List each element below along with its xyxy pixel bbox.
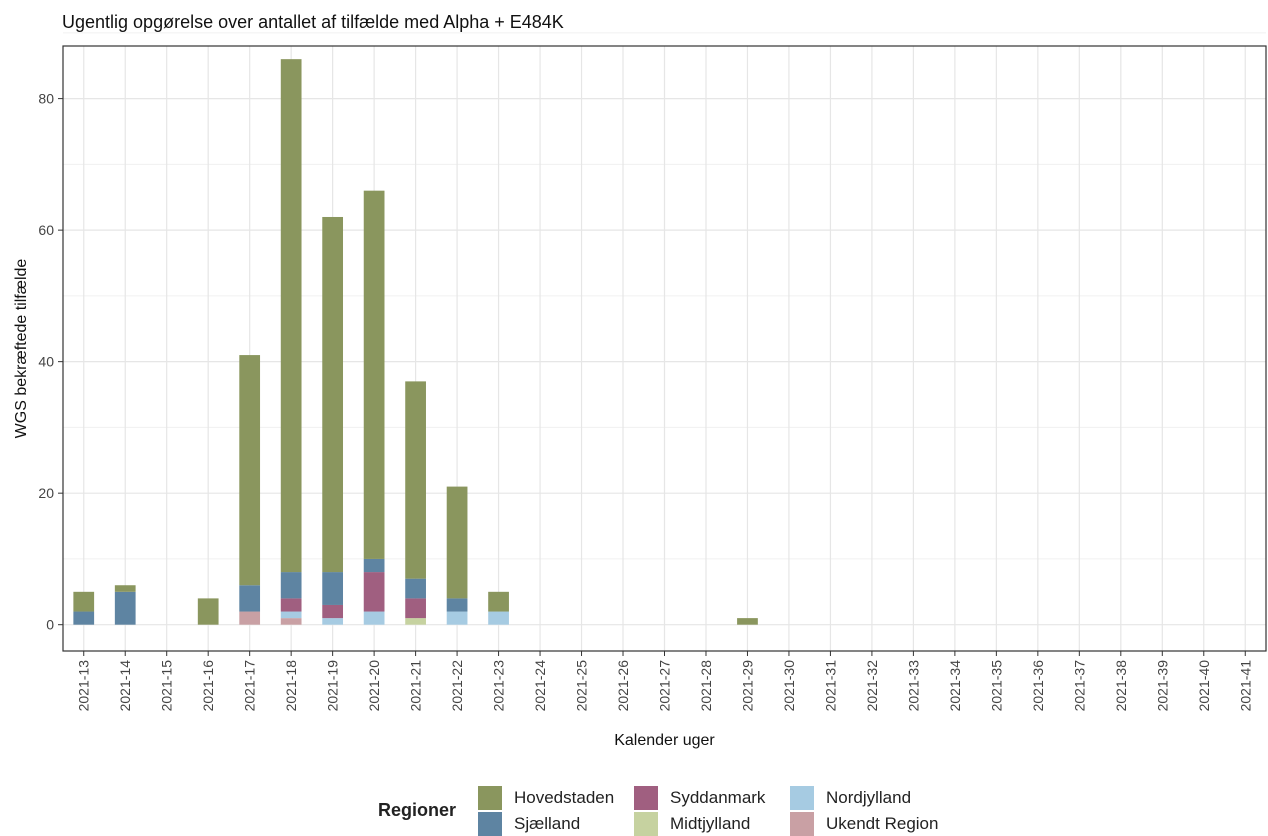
major-gridlines xyxy=(63,46,1266,651)
legend-label: Sjælland xyxy=(514,814,581,833)
x-tick-label: 2021-26 xyxy=(615,660,631,712)
x-tick-label: 2021-24 xyxy=(532,660,548,712)
x-tick-label: 2021-37 xyxy=(1071,660,1087,712)
x-axis: 2021-13 2021-14 2021-15 2021-16 2021-17 2021-… xyxy=(76,651,1253,712)
y-tick-label: 60 xyxy=(38,222,54,238)
legend-label: Syddanmark xyxy=(670,788,766,807)
y-axis-label: WGS bekræftede tilfælde xyxy=(13,259,30,439)
legend-label: Hovedstaden xyxy=(514,788,615,807)
legend-key-midtjylland xyxy=(634,812,658,836)
legend-label: Ukendt Region xyxy=(826,814,939,833)
bar-nordjylland xyxy=(446,611,468,625)
bar-sjaelland xyxy=(114,591,136,625)
bar-syddanmark xyxy=(363,572,385,612)
bar-midtjylland xyxy=(405,618,426,625)
y-tick-label: 40 xyxy=(38,354,54,370)
bar-sjaelland xyxy=(239,585,261,612)
legend-key-syddanmark xyxy=(634,786,658,810)
bar-hovedstaden xyxy=(488,591,509,612)
x-tick-label: 2021-13 xyxy=(76,660,92,712)
bar-sjaelland xyxy=(446,598,468,612)
bar-sjaelland xyxy=(405,578,426,599)
x-tick-label: 2021-41 xyxy=(1237,660,1253,712)
bar-ukendt-region xyxy=(280,618,302,625)
bar-hovedstaden xyxy=(446,486,468,599)
bar-hovedstaden xyxy=(363,190,385,559)
bar-nordjylland xyxy=(280,611,302,619)
legend-item-hovedstaden: Hovedstaden xyxy=(478,786,614,810)
bar-series xyxy=(73,59,758,625)
x-tick-label: 2021-25 xyxy=(574,660,590,712)
bar-hovedstaden xyxy=(114,585,136,592)
legend-item-syddanmark: Syddanmark xyxy=(634,786,765,810)
x-tick-label: 2021-17 xyxy=(242,660,258,712)
x-tick-label: 2021-38 xyxy=(1113,660,1129,712)
x-tick-label: 2021-28 xyxy=(698,660,714,712)
bar-sjaelland xyxy=(363,558,385,573)
bar-nordjylland xyxy=(488,611,509,625)
y-tick-label: 0 xyxy=(46,617,54,633)
x-tick-label: 2021-30 xyxy=(781,660,797,712)
legend-key-hovedstaden xyxy=(478,786,502,810)
x-tick-label: 2021-20 xyxy=(366,660,382,712)
bar-hovedstaden xyxy=(737,618,758,625)
x-tick-label: 2021-18 xyxy=(283,660,299,712)
legend-label: Midtjylland xyxy=(670,814,751,833)
x-tick-label: 2021-32 xyxy=(864,660,880,712)
x-tick-label: 2021-23 xyxy=(491,660,507,712)
bar-nordjylland xyxy=(322,618,344,625)
y-tick-label: 20 xyxy=(38,485,54,501)
x-tick-label: 2021-31 xyxy=(822,660,838,712)
x-tick-label: 2021-36 xyxy=(1030,660,1046,712)
x-tick-label: 2021-22 xyxy=(449,660,465,712)
bar-sjaelland xyxy=(280,572,302,599)
x-tick-label: 2021-40 xyxy=(1196,660,1212,712)
bar-nordjylland xyxy=(363,611,385,625)
x-tick-label: 2021-33 xyxy=(905,660,921,712)
legend-item-midtjylland: Midtjylland xyxy=(634,812,750,836)
bar-hovedstaden xyxy=(73,591,95,612)
x-tick-label: 2021-19 xyxy=(325,660,341,712)
x-axis-label: Kalender uger xyxy=(614,732,715,749)
x-tick-label: 2021-15 xyxy=(159,660,175,712)
x-tick-label: 2021-21 xyxy=(408,660,424,712)
x-tick-label: 2021-35 xyxy=(988,660,1004,712)
bar-hovedstaden xyxy=(280,59,302,573)
bar-hovedstaden xyxy=(239,355,261,586)
chart-title: Ugentlig opgørelse over antallet af tilf… xyxy=(62,12,564,32)
bar-syddanmark xyxy=(280,598,302,612)
x-tick-label: 2021-39 xyxy=(1154,660,1170,712)
x-tick-label: 2021-34 xyxy=(947,660,963,712)
legend-key-nordjylland xyxy=(790,786,814,810)
bar-ukendt-region xyxy=(239,611,261,625)
legend-key-sjaelland xyxy=(478,812,502,836)
bar-sjaelland xyxy=(73,611,95,625)
legend-key-ukendt-region xyxy=(790,812,814,836)
x-tick-label: 2021-16 xyxy=(200,660,216,712)
legend-label: Nordjylland xyxy=(826,788,912,807)
bar-hovedstaden xyxy=(197,598,219,625)
bar-syddanmark xyxy=(405,598,426,619)
bar-sjaelland xyxy=(322,572,344,605)
y-axis: 0 20 40 60 80 xyxy=(38,91,63,633)
y-tick-label: 80 xyxy=(38,91,54,107)
legend-title: Regioner xyxy=(378,800,457,820)
x-tick-label: 2021-14 xyxy=(117,660,133,712)
bar-hovedstaden xyxy=(322,216,344,573)
legend-item-nordjylland: Nordjylland xyxy=(790,786,911,810)
x-tick-label: 2021-27 xyxy=(657,660,673,712)
bar-syddanmark xyxy=(322,604,344,619)
legend-item-ukendt-region: Ukendt Region xyxy=(790,812,938,836)
legend-item-sjaelland: Sjælland xyxy=(478,812,580,836)
bar-hovedstaden xyxy=(405,381,426,579)
x-tick-label: 2021-29 xyxy=(739,660,755,712)
